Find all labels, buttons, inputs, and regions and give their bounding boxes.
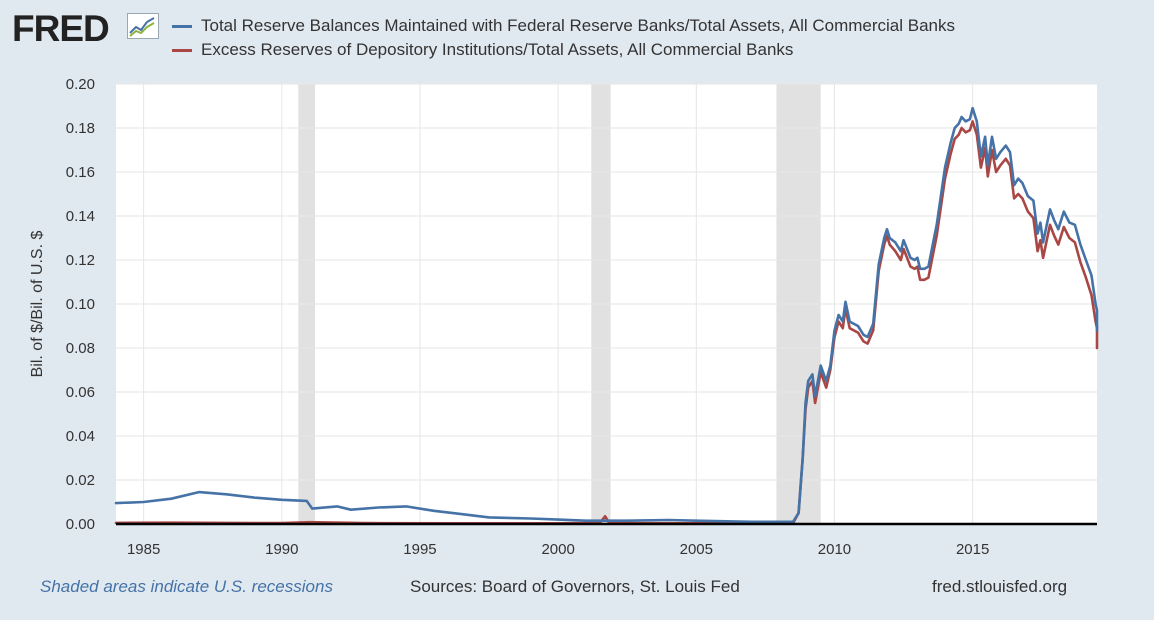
- x-tick-label: 2015: [956, 541, 989, 558]
- y-tick-labels: 0.00 0.02 0.04 0.06 0.08 0.10 0.12 0.14 0.16 0.18…: [66, 76, 95, 533]
- y-tick-label: 0.16: [66, 164, 95, 181]
- sources-note: Sources: Board of Governors, St. Louis F…: [410, 577, 740, 596]
- recession-note: Shaded areas indicate U.S. recessions: [40, 577, 333, 596]
- series-line-1: [114, 106, 1099, 524]
- y-tick-label: 0.04: [66, 428, 95, 445]
- y-tick-label: 0.20: [66, 76, 95, 93]
- legend-swatch-red: [172, 48, 192, 52]
- legend-swatch-blue: [172, 24, 192, 28]
- x-tick-label: 1990: [265, 541, 298, 558]
- legend-item-series-1[interactable]: Total Reserve Balances Maintained with F…: [172, 16, 955, 36]
- x-tick-label: 2005: [680, 541, 713, 558]
- gridlines: [116, 83, 1097, 524]
- y-tick-label: 0.06: [66, 384, 95, 401]
- y-tick-label: 0.14: [66, 208, 95, 225]
- y-tick-label: 0.10: [66, 296, 95, 313]
- x-tick-label: 2000: [541, 541, 574, 558]
- y-tick-label: 0.18: [66, 120, 95, 137]
- y-axis-label: Bil. of $/Bil. of U.S. $: [29, 230, 46, 378]
- x-tick-label: 1985: [127, 541, 160, 558]
- series-lines: [114, 106, 1099, 525]
- y-tick-label: 0.12: [66, 252, 95, 269]
- x-tick-label: 1995: [403, 541, 436, 558]
- legend-label-series-2: Excess Reserves of Depository Institutio…: [201, 40, 794, 59]
- y-tick-label: 0.00: [66, 516, 95, 533]
- y-tick-label: 0.08: [66, 340, 95, 357]
- x-tick-label: 2010: [818, 541, 851, 558]
- legend-label-series-1: Total Reserve Balances Maintained with F…: [201, 16, 956, 35]
- legend-item-series-2[interactable]: Excess Reserves of Depository Institutio…: [172, 40, 793, 60]
- chart-header: FRED Total Reserve Balances Maintained w…: [0, 0, 1154, 70]
- fred-logo[interactable]: FRED: [12, 8, 110, 49]
- y-tick-label: 0.02: [66, 472, 95, 489]
- site-link[interactable]: fred.stlouisfed.org: [932, 577, 1068, 596]
- x-tick-labels: 1985 1990 1995 2000 2005 2010 2015: [127, 541, 989, 558]
- line-chart-icon: [127, 13, 159, 39]
